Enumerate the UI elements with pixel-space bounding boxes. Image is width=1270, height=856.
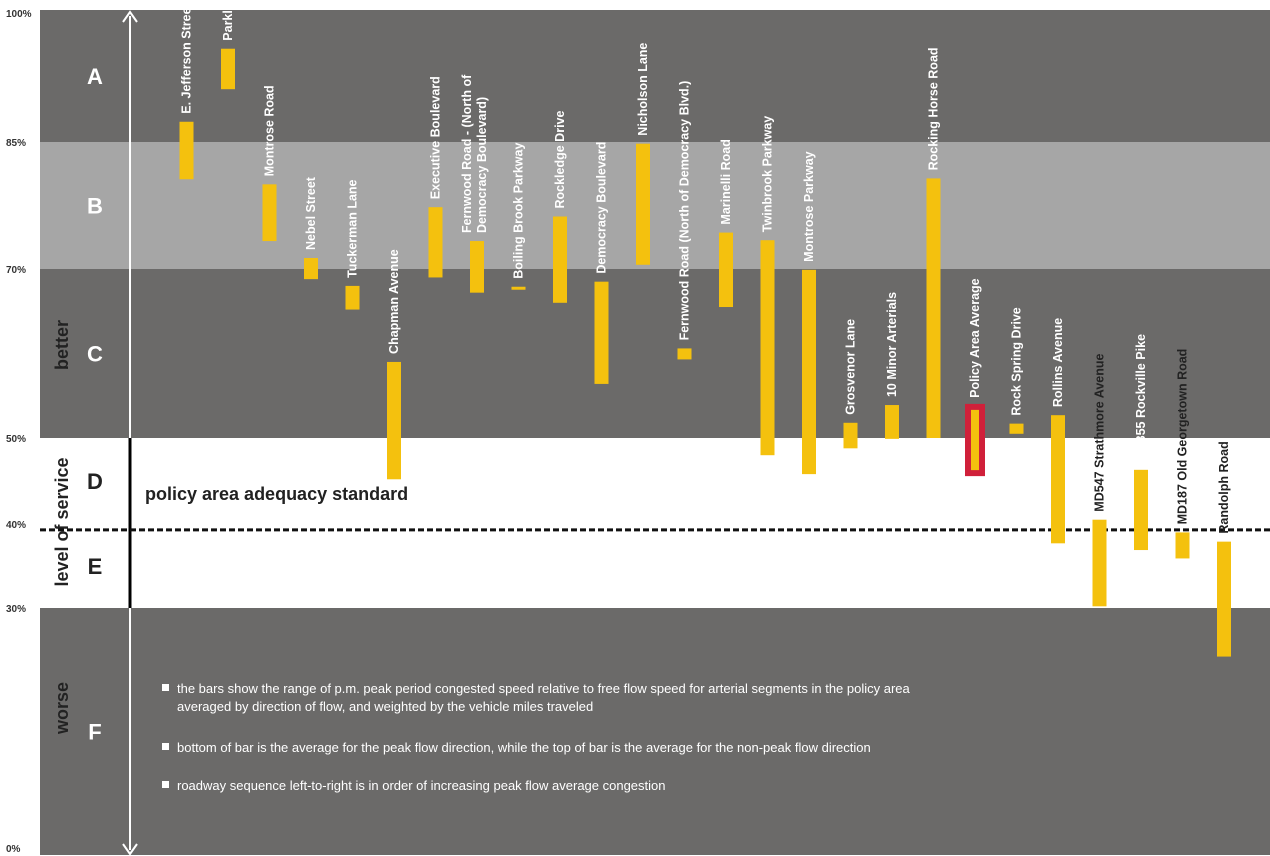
road-label: Rockledge Drive (553, 111, 567, 209)
bar (1092, 519, 1107, 607)
side-label-better: better (52, 320, 72, 370)
bar (802, 269, 816, 475)
bar (1217, 541, 1231, 657)
y-tick-label: 70% (6, 265, 26, 276)
level-letter-f: F (88, 720, 101, 745)
road-label: Rollins Avenue (1051, 318, 1065, 407)
bar-series (179, 48, 1231, 657)
bar (511, 286, 526, 290)
road-label: Chapman Avenue (387, 249, 401, 354)
band-c (40, 269, 1270, 438)
note-bullet-3 (162, 781, 169, 788)
road-label: Twinbrook Parkway (761, 116, 775, 233)
road-label: MD547 Strathmore Avenue (1093, 354, 1107, 512)
side-label-level-of-service: level of service (52, 457, 72, 586)
level-letter-c: C (87, 342, 103, 367)
level-bands (40, 10, 1270, 855)
road-label: Tuckerman Lane (346, 179, 360, 277)
bar (677, 348, 692, 360)
road-label: Nebel Street (304, 176, 318, 250)
road-label: MD355 Rockville Pike (1134, 334, 1148, 462)
road-label: Marinelli Road (719, 139, 733, 224)
note-2: bottom of bar is the average for the pea… (177, 740, 871, 755)
bar (971, 409, 979, 471)
bar (594, 281, 609, 384)
adequacy-standard-label: policy area adequacy standard (145, 484, 408, 504)
level-letter-a: A (87, 64, 103, 89)
road-label: Policy Area Average (968, 278, 982, 398)
side-label-worse: worse (52, 682, 72, 735)
bar (719, 232, 733, 308)
road-label: MD187 Old Georgetown Road (1176, 349, 1190, 525)
y-axis-tick-labels: 100% 85% 70% 50% 40% 30% 0% (6, 9, 32, 855)
road-label: Randolph Road (1217, 441, 1231, 533)
bar (221, 48, 235, 90)
road-label: Executive Boulevard (429, 76, 443, 199)
road-label: Nicholson Lane (636, 43, 650, 136)
road-label: Boiling Brook Parkway (512, 143, 526, 279)
level-letters: A B C D E F (87, 64, 103, 745)
road-label: Grosvenor Lane (844, 319, 858, 415)
road-label: Montrose Parkway (802, 151, 816, 262)
road-label: Parklawn Drive (221, 0, 235, 41)
road-label: Fernwood Road - (North of (460, 74, 474, 233)
road-label: Rocking Horse Road (927, 47, 941, 170)
bar (1009, 423, 1024, 434)
bar (345, 285, 360, 310)
road-label: Fernwood Road (North of Democracy Blvd.) (678, 81, 692, 341)
road-labels: E. Jefferson Street Parklawn Drive Montros… (180, 0, 1232, 534)
arrow-up-icon (122, 10, 138, 23)
notes: the bars show the range of p.m. peak per… (162, 681, 911, 793)
road-label: 10 Minor Arterials (885, 292, 899, 397)
level-letter-b: B (87, 194, 103, 219)
bar (262, 184, 277, 242)
bar (428, 207, 443, 278)
road-label: E. Jefferson Street (180, 2, 194, 113)
y-tick-label: 50% (6, 434, 26, 445)
note-3: roadway sequence left-to-right is in ord… (177, 778, 666, 793)
bar (636, 143, 650, 265)
note-1-line-1: the bars show the range of p.m. peak per… (177, 681, 911, 696)
y-tick-label: 100% (6, 9, 32, 20)
road-label: Democracy Boulevard) (475, 97, 489, 233)
bar (553, 216, 567, 303)
band-e (40, 524, 1270, 608)
road-label: Montrose Road (263, 85, 277, 176)
band-b (40, 142, 1270, 269)
level-letter-d: D (87, 469, 103, 494)
road-label: Rock Spring Drive (1010, 307, 1024, 415)
bar (387, 361, 401, 480)
bar (1134, 469, 1148, 551)
note-bullet-1 (162, 684, 169, 691)
bar (843, 422, 858, 449)
y-tick-label: 0% (6, 844, 21, 855)
bar (1051, 415, 1065, 544)
band-f (40, 608, 1270, 855)
y-tick-label: 40% (6, 520, 26, 531)
note-bullet-2 (162, 743, 169, 750)
band-d (40, 438, 1270, 524)
side-axis (122, 10, 138, 856)
bar (470, 241, 484, 293)
bar (926, 178, 941, 438)
bar (179, 121, 194, 180)
level-letter-e: E (88, 554, 103, 579)
bar (885, 405, 899, 439)
bar (304, 257, 318, 280)
road-label: Democracy Boulevard (595, 142, 609, 274)
bar (760, 240, 775, 456)
y-tick-label: 30% (6, 604, 26, 615)
bar (1175, 532, 1190, 559)
note-1-line-2: averaged by direction of flow, and weigh… (177, 699, 593, 714)
y-tick-label: 85% (6, 138, 26, 149)
arrow-down-icon (122, 843, 138, 856)
band-a (40, 10, 1270, 142)
